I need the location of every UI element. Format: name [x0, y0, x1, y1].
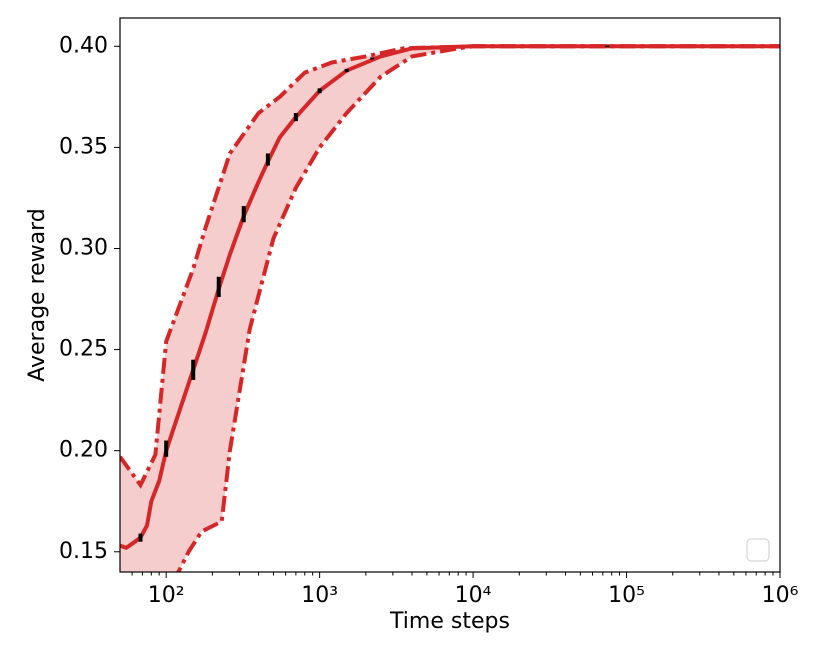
y-tick-label: 0.15	[59, 539, 108, 564]
axes-frame	[119, 17, 781, 573]
confidence-band	[120, 46, 780, 572]
bound-line	[120, 44, 780, 489]
x-tick-label: 10⁵	[608, 583, 645, 608]
x-tick-label: 10⁴	[455, 583, 492, 608]
mean-line	[120, 44, 780, 550]
y-axis-label: Average reward	[25, 208, 50, 382]
x-axis-label: Time steps	[389, 609, 510, 634]
legend	[746, 538, 770, 562]
y-tick-label: 0.30	[59, 235, 108, 260]
x-tick-label: 10³	[301, 583, 338, 608]
y-tick-label: 0.40	[59, 33, 108, 58]
x-tick-label: 10²	[148, 583, 185, 608]
y-tick-label: 0.35	[59, 134, 108, 159]
y-tick-label: 0.20	[59, 438, 108, 463]
x-tick-label: 10⁶	[762, 583, 799, 608]
y-tick-label: 0.25	[59, 337, 108, 362]
bound-line	[175, 44, 780, 572]
plot-area	[120, 44, 780, 572]
